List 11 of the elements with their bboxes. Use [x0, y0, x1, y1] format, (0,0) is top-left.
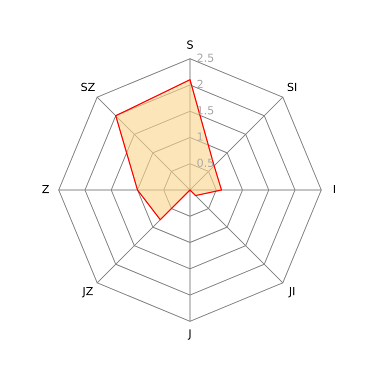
- y-tick-label: 2.5: [197, 54, 214, 62]
- spoke-label: S: [187, 40, 193, 49]
- spoke-label: J: [188, 329, 191, 340]
- spoke-label: I: [334, 184, 335, 194]
- spoke-label: Z: [42, 184, 49, 194]
- spoke-label: JZ: [82, 287, 93, 298]
- spoke-label: SZ: [81, 82, 95, 92]
- y-tick-label: 1: [198, 132, 203, 141]
- y-tick-label: 2: [197, 80, 203, 88]
- spoke-label: JI: [288, 287, 294, 298]
- spoke-label: SI: [288, 82, 296, 92]
